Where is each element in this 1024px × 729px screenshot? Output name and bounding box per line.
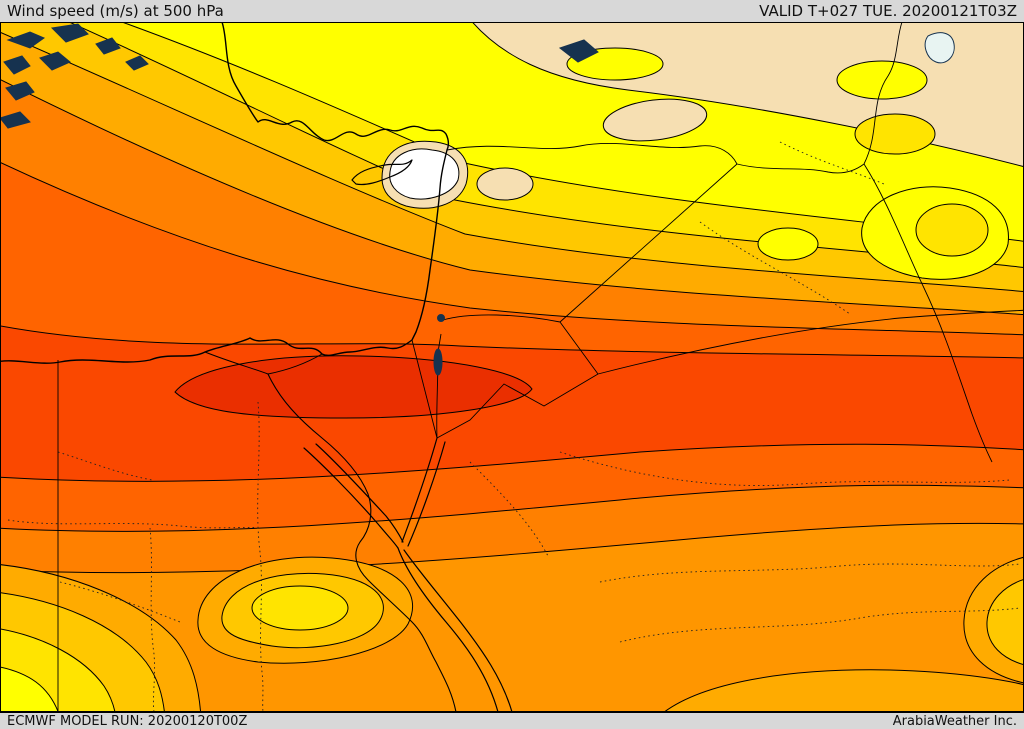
red-sea-east-shore — [403, 549, 513, 712]
footer-bar: ECMWF MODEL RUN: 20200120T00Z ArabiaWeat… — [0, 712, 1024, 729]
wind-speed-map — [0, 22, 1024, 712]
cream-patch-1 — [602, 98, 708, 142]
lake-urmia — [924, 32, 955, 64]
border-jordan-iraq — [559, 321, 599, 375]
aegean-island-1 — [6, 31, 46, 49]
border-saudi-iraq — [597, 309, 1024, 375]
admin-dotted-borders — [7, 141, 1021, 712]
valid-time-label: VALID T+027 TUE. 20200121T03Z — [759, 2, 1017, 20]
re-amber — [986, 578, 1024, 666]
map-canvas — [0, 22, 1024, 712]
border-jordan-syria — [442, 314, 561, 323]
aegean-island-4 — [39, 51, 71, 71]
gold-core-3 — [915, 203, 989, 257]
yellow-patch-4 — [757, 227, 819, 261]
map-title: Wind speed (m/s) at 500 hPa — [7, 2, 224, 20]
white-calm-area — [389, 148, 460, 200]
cb-gold — [251, 585, 349, 631]
border-syria-iraq — [559, 163, 738, 323]
border-turkey-iraq — [736, 163, 865, 174]
lakes-and-islands — [0, 23, 955, 376]
gulf-of-aqaba-west — [401, 437, 438, 543]
aegean-island-5 — [95, 37, 121, 55]
yellow-patch-2 — [836, 60, 928, 100]
sea-of-galilee — [437, 314, 445, 322]
dead-sea — [433, 348, 443, 376]
cyprus-island — [351, 159, 413, 186]
gulf-of-suez-east — [315, 443, 404, 543]
lake-van — [558, 39, 599, 63]
coastlines-and-water — [0, 22, 513, 712]
nile-delta-east — [267, 353, 323, 375]
aegean-island-6 — [5, 81, 35, 101]
border-turkey-syria — [446, 143, 738, 165]
red-sea-west-shore — [397, 547, 499, 712]
high-wind-core — [174, 355, 533, 419]
gold-patch-ne — [854, 113, 936, 155]
gulf-of-aqaba-east — [407, 441, 446, 547]
nile-river — [267, 373, 457, 712]
country-borders — [57, 22, 1024, 712]
border-egypt-israel — [411, 339, 438, 439]
nile-delta-west — [204, 351, 269, 375]
border-jordan-saudi — [436, 373, 599, 439]
cream-patch-2 — [476, 167, 534, 201]
bl-yellow — [0, 666, 59, 712]
mediterranean-coastline — [0, 22, 450, 364]
bottom-strip-light — [663, 669, 1024, 712]
attribution-label: ArabiaWeather Inc. — [892, 713, 1017, 729]
low-wind-patches — [0, 47, 1024, 712]
header-bar: Wind speed (m/s) at 500 hPa VALID T+027 … — [0, 0, 1024, 22]
aegean-island-7 — [0, 111, 31, 129]
gulf-of-suez-west — [303, 447, 399, 549]
aegean-island-3 — [3, 55, 31, 75]
aegean-island-8 — [125, 55, 149, 71]
model-run-label: ECMWF MODEL RUN: 20200120T00Z — [7, 713, 248, 729]
border-iraq-iran — [863, 163, 993, 463]
aegean-island-2 — [50, 23, 89, 43]
border-turkey-iran — [863, 22, 903, 165]
